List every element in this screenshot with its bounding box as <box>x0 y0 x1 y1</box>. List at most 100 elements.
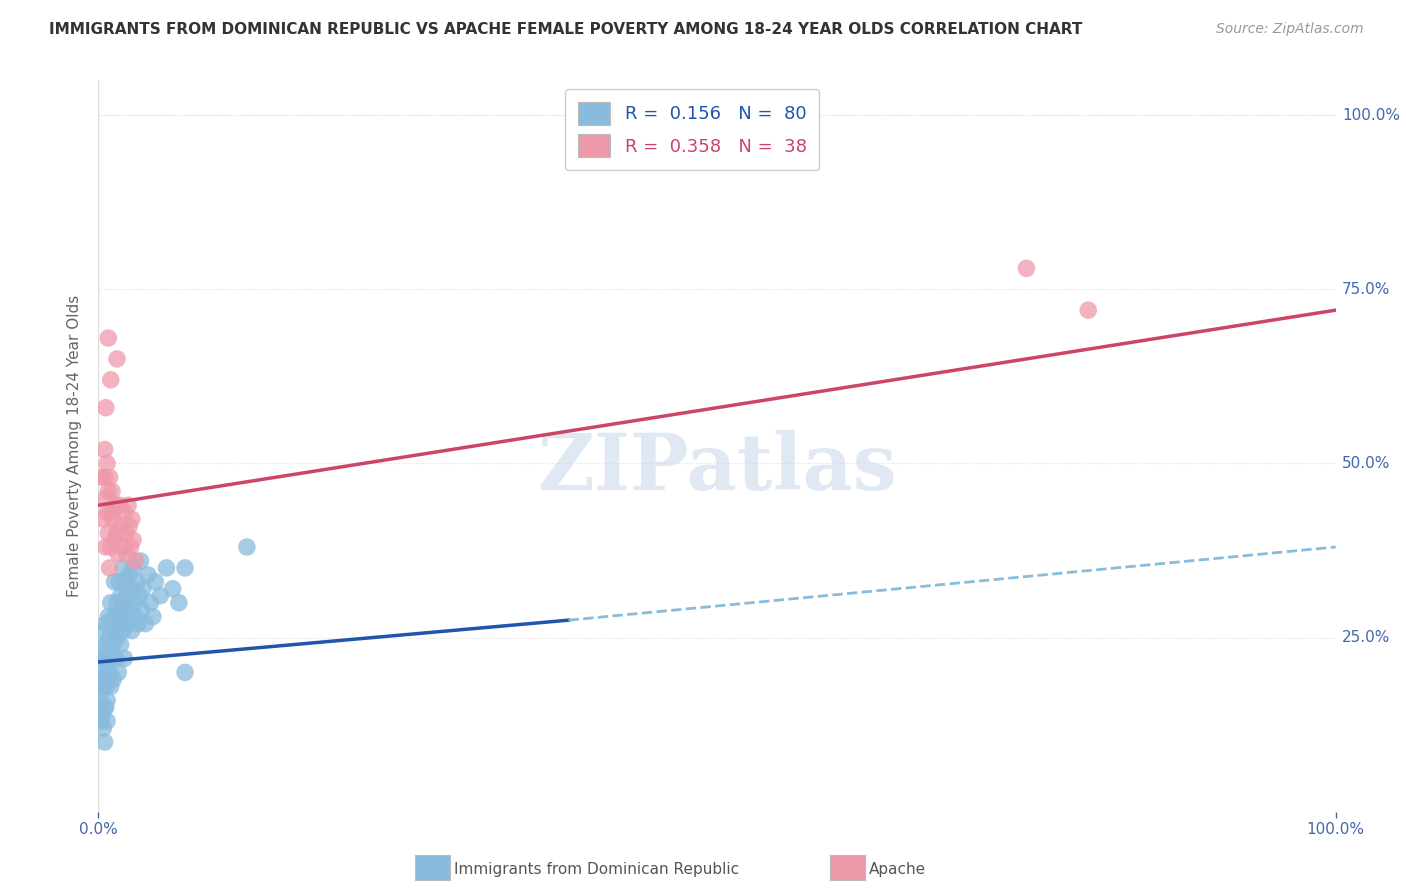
Point <box>91 707 114 722</box>
Point <box>101 651 124 665</box>
Point <box>93 679 115 693</box>
Text: Immigrants from Dominican Republic: Immigrants from Dominican Republic <box>454 863 740 877</box>
Point <box>108 574 131 589</box>
Point <box>97 484 120 499</box>
Point <box>115 547 138 561</box>
Point <box>122 533 145 547</box>
Legend: R =  0.156   N =  80, R =  0.358   N =  38: R = 0.156 N = 80, R = 0.358 N = 38 <box>565 89 820 170</box>
Point <box>100 679 122 693</box>
Point <box>124 609 146 624</box>
Point <box>90 714 112 728</box>
Point <box>93 442 115 457</box>
Point <box>132 582 155 596</box>
Y-axis label: Female Poverty Among 18-24 Year Olds: Female Poverty Among 18-24 Year Olds <box>66 295 82 597</box>
Point <box>94 401 117 415</box>
Point <box>89 700 111 714</box>
Point <box>91 470 114 484</box>
Point <box>101 616 124 631</box>
Point <box>97 673 120 687</box>
Point <box>98 665 121 680</box>
Point <box>100 505 122 519</box>
Point <box>94 700 117 714</box>
Point <box>143 574 166 589</box>
Point <box>101 484 124 499</box>
Point <box>105 526 128 541</box>
Point <box>124 554 146 568</box>
Point <box>98 561 121 575</box>
Point <box>103 574 125 589</box>
Point <box>118 567 141 582</box>
Point <box>111 603 134 617</box>
Point <box>108 616 131 631</box>
Point <box>112 651 135 665</box>
Point <box>112 540 135 554</box>
Point <box>96 457 118 471</box>
Point <box>97 526 120 541</box>
Point <box>149 589 172 603</box>
Point <box>103 533 125 547</box>
Point <box>114 574 136 589</box>
Point <box>91 665 114 680</box>
Point <box>112 624 135 638</box>
Point <box>110 519 132 533</box>
Point <box>105 351 128 366</box>
Point <box>104 498 127 512</box>
Point <box>93 624 115 638</box>
Text: 50.0%: 50.0% <box>1341 456 1391 471</box>
Point <box>118 603 141 617</box>
Point <box>97 651 120 665</box>
Point <box>139 596 162 610</box>
Point <box>97 331 120 345</box>
Point <box>96 505 118 519</box>
Point <box>134 616 156 631</box>
Point <box>96 693 118 707</box>
Text: 75.0%: 75.0% <box>1341 282 1391 297</box>
Point <box>103 512 125 526</box>
Point <box>174 561 197 575</box>
Point <box>124 596 146 610</box>
Point <box>103 609 125 624</box>
Point <box>104 651 127 665</box>
Point <box>93 721 115 735</box>
Point <box>112 505 135 519</box>
Point <box>100 373 122 387</box>
Point <box>93 470 115 484</box>
Point <box>117 498 139 512</box>
Point <box>89 679 111 693</box>
Point <box>1077 303 1099 318</box>
Point <box>142 609 165 624</box>
Point <box>93 512 115 526</box>
Text: Source: ZipAtlas.com: Source: ZipAtlas.com <box>1216 22 1364 37</box>
Point <box>103 673 125 687</box>
Point <box>121 512 143 526</box>
Point <box>94 616 117 631</box>
Point <box>105 631 128 645</box>
Point <box>91 651 114 665</box>
Point <box>93 735 115 749</box>
Point <box>1015 261 1038 276</box>
Point <box>93 700 115 714</box>
Text: 100.0%: 100.0% <box>1341 108 1400 122</box>
Point <box>110 589 132 603</box>
Point <box>127 616 149 631</box>
Point <box>129 554 152 568</box>
Point <box>162 582 184 596</box>
Point <box>122 561 145 575</box>
Point <box>155 561 177 575</box>
Point <box>112 596 135 610</box>
Point <box>94 679 117 693</box>
Point <box>136 567 159 582</box>
Point <box>115 589 138 603</box>
Point <box>117 616 139 631</box>
Point <box>108 498 131 512</box>
Point <box>100 596 122 610</box>
Point <box>96 638 118 652</box>
Point <box>93 651 115 665</box>
Point <box>98 631 121 645</box>
Point <box>93 673 115 687</box>
Point <box>118 519 141 533</box>
Point <box>174 665 197 680</box>
Point <box>131 603 153 617</box>
Point <box>93 638 115 652</box>
Point <box>96 665 118 680</box>
